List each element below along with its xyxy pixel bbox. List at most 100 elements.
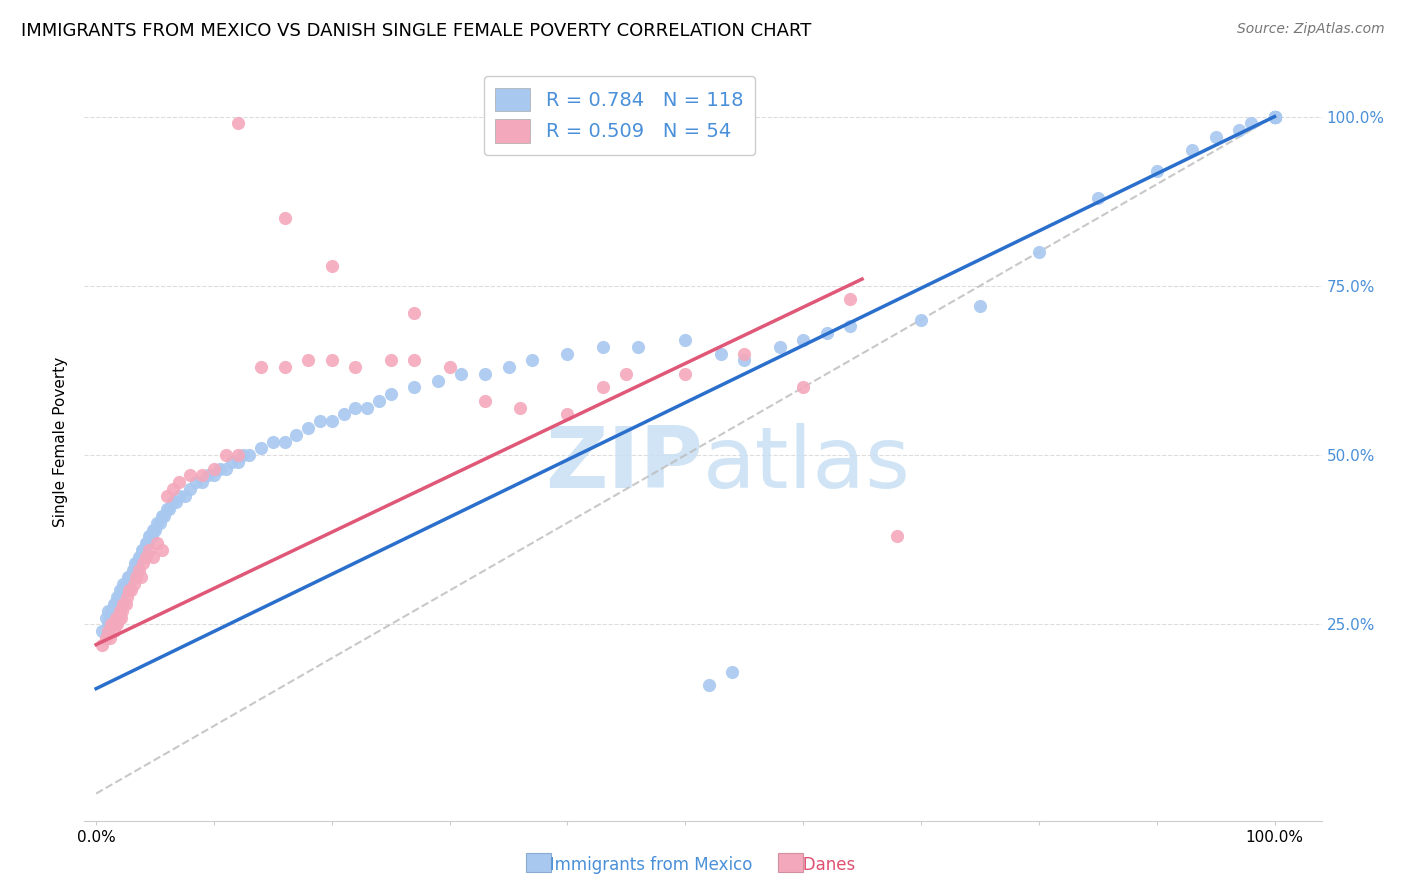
- Y-axis label: Single Female Poverty: Single Female Poverty: [53, 357, 69, 526]
- Bar: [526, 853, 551, 872]
- Point: [118, 576, 141, 591]
- Text: Danes: Danes: [787, 856, 856, 874]
- Point: [197, 468, 219, 483]
- Point: [426, 374, 449, 388]
- Point: [150, 542, 173, 557]
- Point: [131, 542, 153, 557]
- Point: [128, 549, 150, 564]
- Point: [710, 346, 733, 360]
- Point: [474, 367, 496, 381]
- Point: [191, 475, 214, 490]
- Point: [125, 570, 148, 584]
- Point: [103, 624, 125, 639]
- Point: [226, 455, 249, 469]
- Point: [128, 563, 150, 577]
- Point: [128, 549, 150, 564]
- Point: [143, 523, 166, 537]
- Point: [1263, 110, 1285, 124]
- Point: [297, 353, 319, 368]
- Point: [98, 610, 121, 624]
- Point: [1263, 110, 1285, 124]
- Point: [129, 549, 152, 564]
- Point: [114, 583, 136, 598]
- Point: [112, 597, 135, 611]
- Point: [215, 461, 238, 475]
- Point: [110, 591, 132, 605]
- Point: [273, 434, 295, 449]
- Point: [1263, 110, 1285, 124]
- Point: [138, 529, 160, 543]
- Point: [132, 542, 155, 557]
- Point: [1263, 110, 1285, 124]
- Point: [105, 591, 128, 605]
- Point: [1227, 123, 1250, 137]
- Point: [232, 448, 254, 462]
- Point: [380, 353, 402, 368]
- Point: [121, 563, 143, 577]
- Point: [815, 326, 838, 341]
- Point: [173, 489, 195, 503]
- Point: [226, 448, 249, 462]
- Point: [404, 353, 426, 368]
- Point: [179, 468, 201, 483]
- Point: [157, 502, 180, 516]
- Text: IMMIGRANTS FROM MEXICO VS DANISH SINGLE FEMALE POVERTY CORRELATION CHART: IMMIGRANTS FROM MEXICO VS DANISH SINGLE …: [21, 22, 811, 40]
- Point: [104, 617, 127, 632]
- Point: [221, 455, 243, 469]
- Point: [167, 475, 190, 490]
- Point: [153, 508, 176, 523]
- Point: [107, 591, 129, 605]
- Point: [321, 353, 343, 368]
- Point: [162, 495, 184, 509]
- Point: [149, 516, 172, 530]
- Point: [273, 360, 295, 375]
- Point: [132, 557, 155, 571]
- Point: [592, 340, 614, 354]
- Point: [262, 434, 284, 449]
- Point: [91, 624, 114, 639]
- Point: [112, 583, 135, 598]
- Point: [122, 576, 145, 591]
- Point: [1028, 244, 1050, 259]
- Point: [115, 576, 138, 591]
- Point: [146, 536, 169, 550]
- Point: [1263, 110, 1285, 124]
- Point: [733, 346, 755, 360]
- Point: [1263, 110, 1285, 124]
- Point: [208, 461, 231, 475]
- Point: [167, 489, 190, 503]
- Point: [616, 367, 638, 381]
- Point: [94, 610, 117, 624]
- Point: [125, 563, 148, 577]
- Point: [134, 542, 156, 557]
- Point: [100, 604, 122, 618]
- Point: [114, 576, 136, 591]
- Point: [721, 665, 744, 679]
- Point: [498, 360, 520, 375]
- Point: [142, 523, 165, 537]
- Point: [1087, 191, 1109, 205]
- Point: [520, 353, 543, 368]
- Point: [103, 604, 125, 618]
- Point: [332, 408, 354, 422]
- Point: [1263, 110, 1285, 124]
- Point: [112, 576, 135, 591]
- Point: [122, 563, 145, 577]
- Point: [118, 583, 141, 598]
- Point: [97, 604, 120, 618]
- Point: [97, 624, 120, 639]
- Point: [792, 333, 814, 347]
- Point: [108, 597, 131, 611]
- Point: [202, 461, 225, 475]
- Point: [250, 360, 273, 375]
- Point: [474, 393, 496, 408]
- Point: [111, 597, 134, 611]
- Point: [285, 427, 308, 442]
- Point: [673, 367, 696, 381]
- Point: [162, 482, 184, 496]
- Point: [105, 617, 128, 632]
- Point: [97, 617, 120, 632]
- Point: [1263, 110, 1285, 124]
- Point: [121, 570, 143, 584]
- Point: [450, 367, 472, 381]
